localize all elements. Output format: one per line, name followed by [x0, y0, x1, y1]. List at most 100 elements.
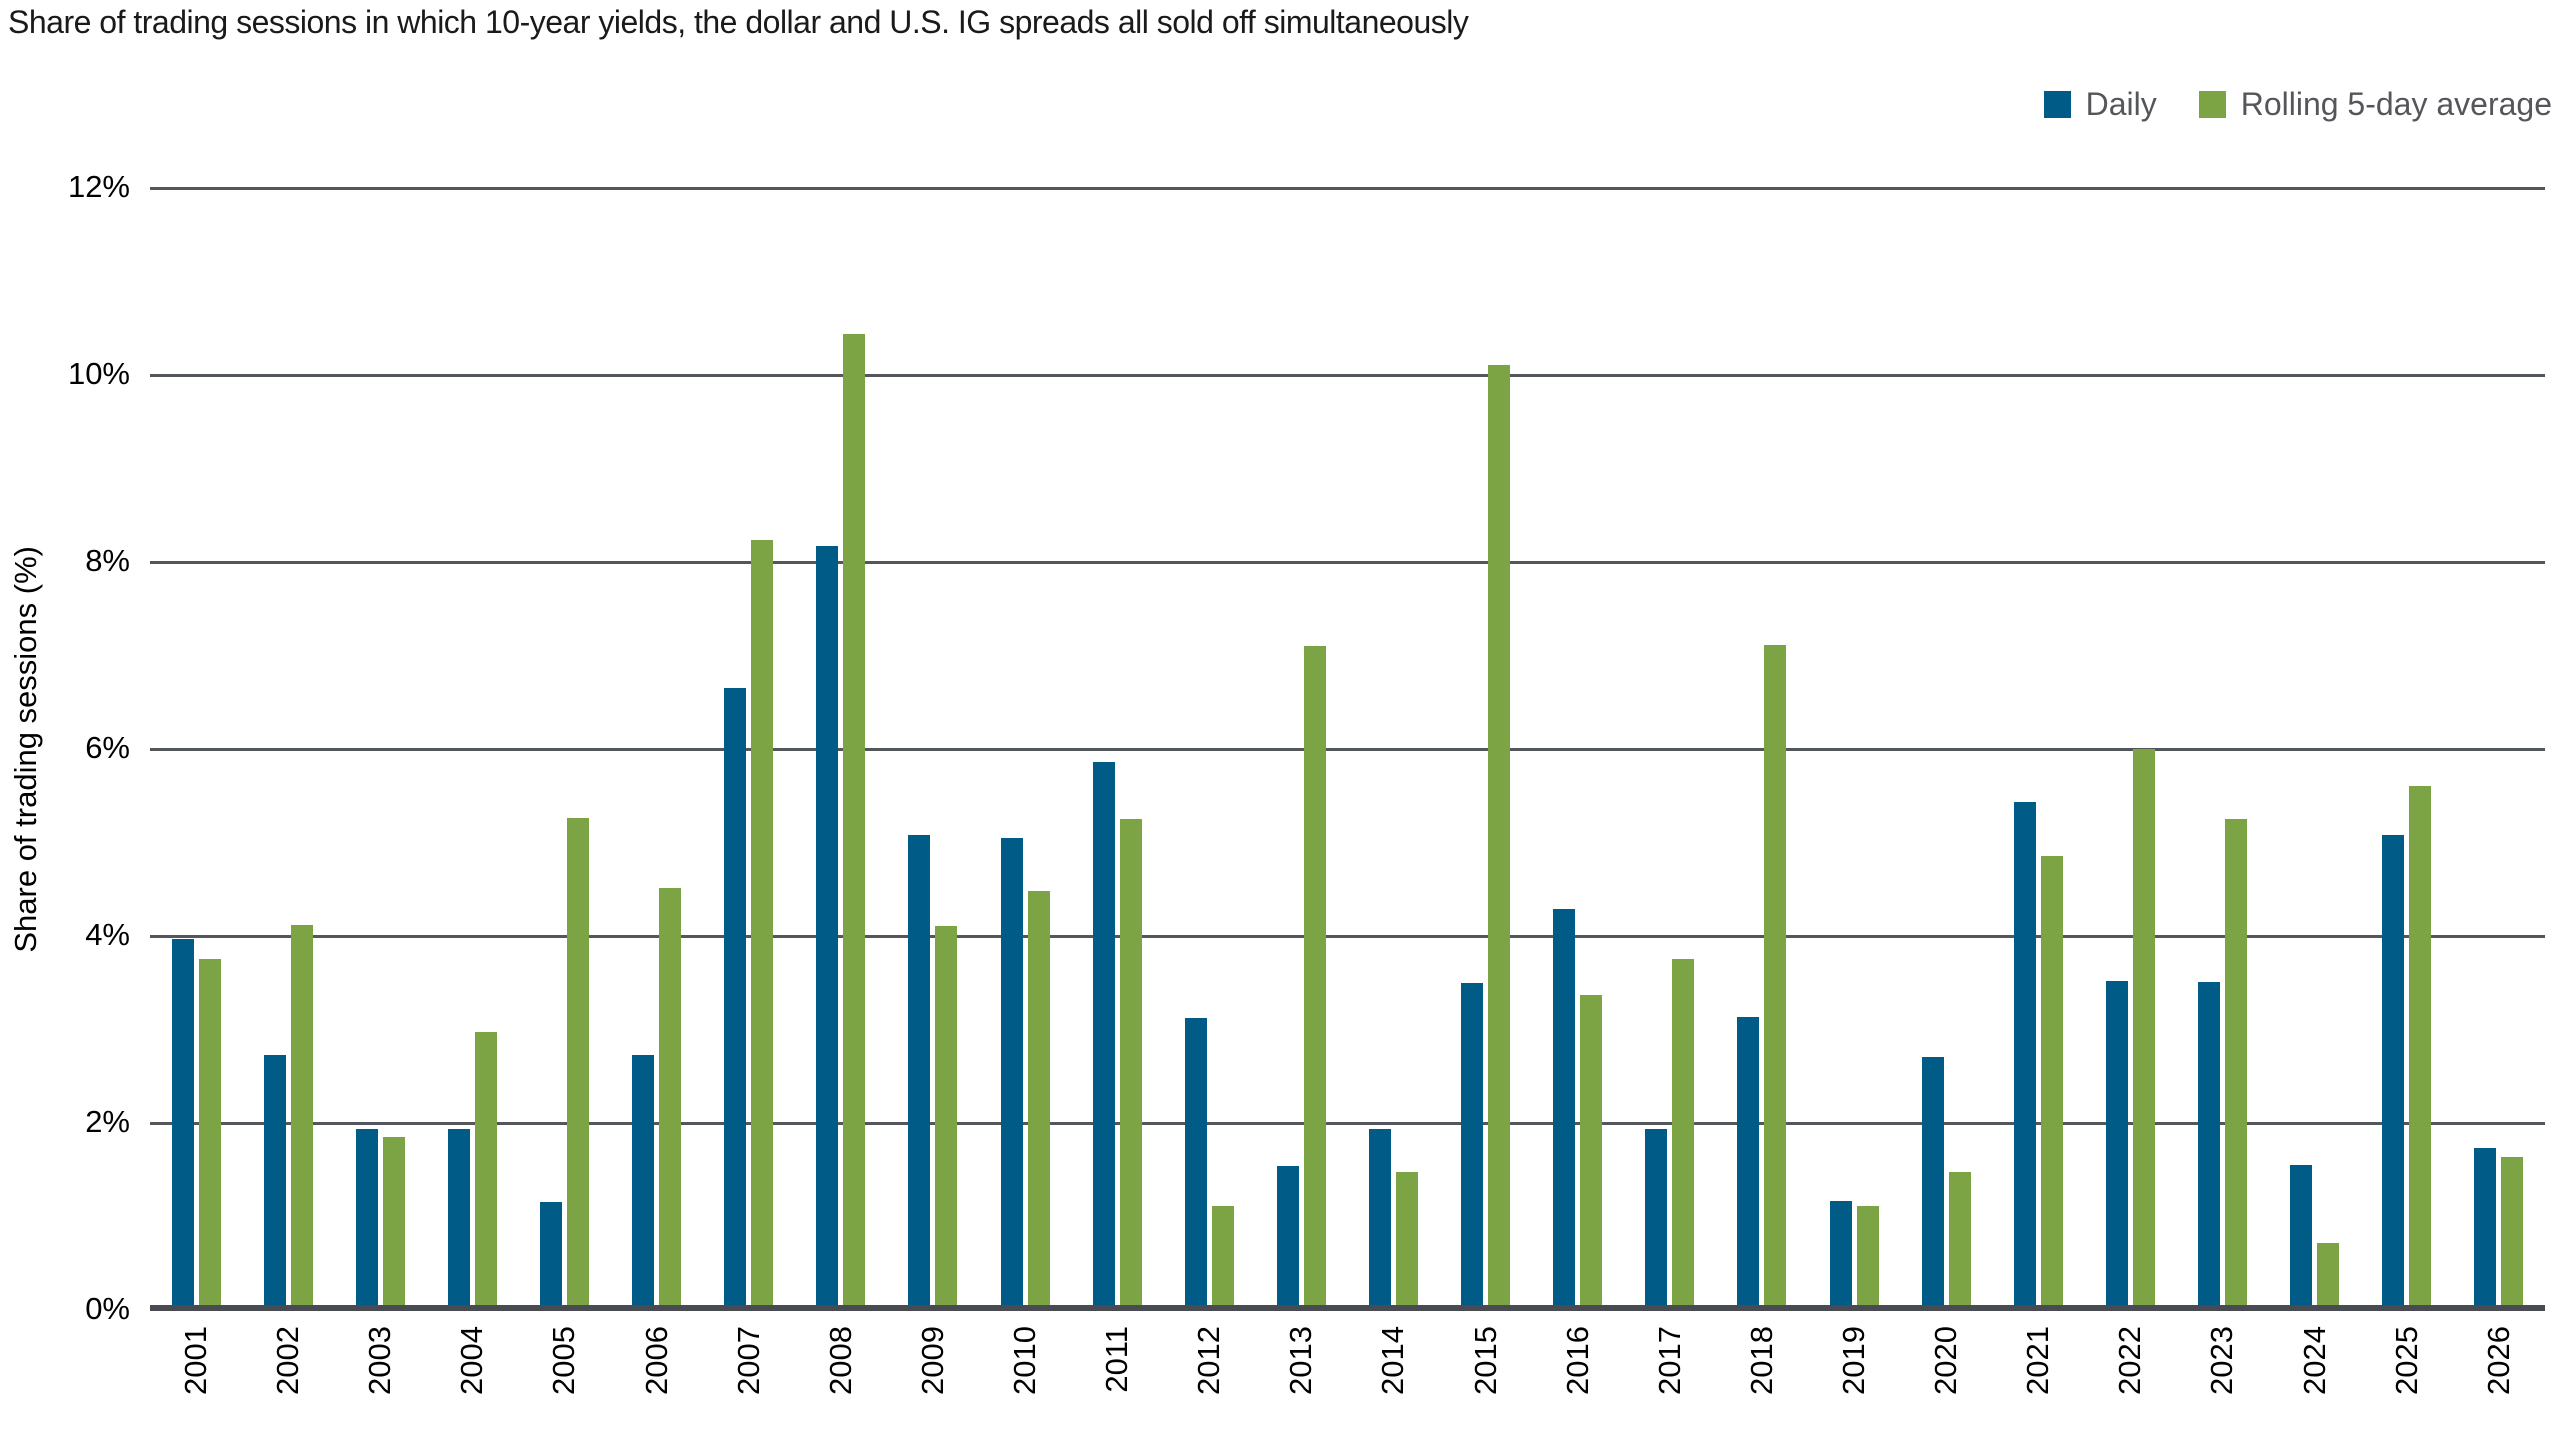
year-group-2025	[2361, 188, 2453, 1310]
bar-rolling-2019	[1856, 1206, 1879, 1310]
y-tick-label-2pct: 2%	[85, 1104, 130, 1139]
x-tick-2023: 2023	[2176, 1326, 2268, 1436]
year-group-2008	[795, 188, 887, 1310]
x-tick-2024: 2024	[2269, 1326, 2361, 1436]
bar-rolling-2015	[1488, 364, 1511, 1310]
x-tick-label-2021: 2021	[2020, 1326, 2056, 1395]
x-tick-label-2026: 2026	[2480, 1326, 2516, 1395]
bar-rolling-2012	[1211, 1206, 1234, 1310]
bar-daily-2015	[1461, 982, 1484, 1310]
bar-rolling-2023	[2224, 819, 2247, 1310]
x-tick-label-2006: 2006	[638, 1326, 674, 1395]
chart-title: Share of trading sessions in which 10-ye…	[8, 4, 1469, 40]
x-tick-2018: 2018	[1716, 1326, 1808, 1436]
rolling-swatch-icon	[2198, 91, 2226, 118]
year-group-2012	[1163, 188, 1255, 1310]
bar-rolling-2017	[1672, 959, 1695, 1310]
x-tick-2021: 2021	[1992, 1326, 2084, 1436]
bar-rolling-2020	[1948, 1171, 1971, 1310]
year-group-2026	[2453, 188, 2545, 1310]
y-tick-label-12pct: 12%	[67, 169, 130, 204]
legend-label-rolling: Rolling 5-day average	[2240, 86, 2552, 122]
x-tick-label-2009: 2009	[914, 1326, 950, 1395]
x-tick-label-2017: 2017	[1651, 1326, 1687, 1395]
x-tick-2016: 2016	[1532, 1326, 1624, 1436]
bar-rolling-2010	[1027, 891, 1050, 1310]
x-tick-label-2003: 2003	[362, 1326, 398, 1395]
x-tick-2007: 2007	[703, 1326, 795, 1436]
year-group-2006	[611, 188, 703, 1310]
x-tick-label-2011: 2011	[1099, 1326, 1135, 1393]
gridline-0pct	[150, 1305, 2545, 1311]
y-tick-labels: 0% 2% 4% 6% 8% 10% 12%	[0, 169, 130, 1326]
bar-daily-2025	[2382, 835, 2405, 1310]
x-tick-label-2014: 2014	[1375, 1326, 1411, 1395]
gridline-2pct	[150, 1121, 2545, 1125]
bar-daily-2024	[2290, 1165, 2313, 1310]
bar-rolling-2025	[2409, 786, 2432, 1310]
year-group-2016	[1532, 188, 1624, 1310]
bar-rolling-2001	[198, 959, 221, 1310]
bar-daily-2020	[1921, 1056, 1944, 1310]
bar-rolling-2022	[2132, 749, 2155, 1310]
year-group-2017	[1624, 188, 1716, 1310]
year-group-2005	[518, 188, 610, 1310]
bar-daily-2013	[1276, 1166, 1299, 1310]
bar-daily-2008	[816, 546, 839, 1310]
x-tick-label-2016: 2016	[1559, 1326, 1595, 1395]
bar-daily-2022	[2105, 980, 2128, 1310]
x-tick-2002: 2002	[242, 1326, 334, 1436]
year-group-2007	[703, 188, 795, 1310]
bar-daily-2005	[539, 1201, 562, 1310]
bar-rolling-2011	[1119, 819, 1142, 1310]
bar-daily-2011	[1092, 762, 1115, 1310]
x-tick-label-2019: 2019	[1836, 1326, 1872, 1395]
daily-swatch-icon	[2043, 91, 2071, 118]
bar-rolling-2021	[2040, 855, 2063, 1310]
year-group-2021	[1992, 188, 2084, 1310]
bar-daily-2001	[171, 938, 194, 1310]
y-tick-label-4pct: 4%	[85, 917, 130, 952]
x-tick-label-2024: 2024	[2296, 1326, 2332, 1395]
bar-daily-2004	[447, 1128, 470, 1310]
x-tick-labels: 2001 2002 2003 2004 2005 2006 2007 2008 2009 2010…	[150, 1326, 2545, 1436]
year-group-2015	[1440, 188, 1532, 1310]
x-tick-label-2012: 2012	[1191, 1326, 1227, 1395]
gridline-6pct	[150, 747, 2545, 751]
y-tick-label-0pct: 0%	[85, 1291, 130, 1326]
x-tick-2004: 2004	[426, 1326, 518, 1436]
x-tick-label-2025: 2025	[2388, 1326, 2424, 1395]
x-tick-2009: 2009	[887, 1326, 979, 1436]
x-tick-2005: 2005	[518, 1326, 610, 1436]
year-group-2004	[426, 188, 518, 1310]
bar-rolling-2014	[1395, 1171, 1418, 1310]
x-tick-label-2007: 2007	[730, 1326, 766, 1395]
bar-rolling-2005	[566, 818, 589, 1310]
x-tick-label-2020: 2020	[1928, 1326, 1964, 1395]
bar-daily-2021	[2013, 802, 2036, 1310]
x-tick-2015: 2015	[1440, 1326, 1532, 1436]
year-group-2022	[2084, 188, 2176, 1310]
x-tick-label-2013: 2013	[1283, 1326, 1319, 1395]
gridline-8pct	[150, 560, 2545, 564]
year-group-2020	[1900, 188, 1992, 1310]
x-tick-2025: 2025	[2361, 1326, 2453, 1436]
gridline-4pct	[150, 934, 2545, 938]
x-tick-2013: 2013	[1255, 1326, 1347, 1436]
bar-daily-2012	[1184, 1018, 1207, 1310]
bar-daily-2019	[1829, 1200, 1852, 1310]
bars-layer	[150, 188, 2545, 1310]
x-tick-2010: 2010	[979, 1326, 1071, 1436]
x-tick-2008: 2008	[795, 1326, 887, 1436]
year-group-2024	[2269, 188, 2361, 1310]
bar-daily-2018	[1737, 1017, 1760, 1310]
x-tick-label-2008: 2008	[822, 1326, 858, 1395]
x-tick-2006: 2006	[611, 1326, 703, 1436]
year-group-2010	[979, 188, 1071, 1310]
bar-rolling-2008	[843, 333, 866, 1310]
bar-rolling-2004	[474, 1032, 497, 1310]
x-tick-label-2022: 2022	[2112, 1326, 2148, 1395]
bar-daily-2009	[908, 835, 931, 1310]
bar-rolling-2016	[1580, 994, 1603, 1310]
